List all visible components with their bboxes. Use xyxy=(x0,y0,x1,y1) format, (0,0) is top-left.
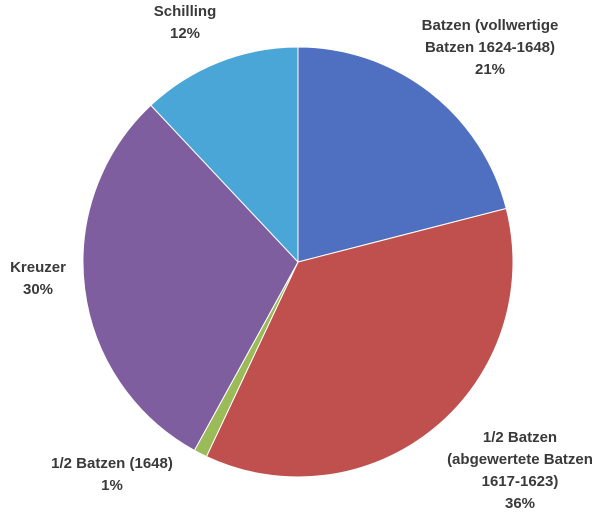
slice-label: 1/2 Batzen (1648) xyxy=(51,455,173,472)
percent-label: 12% xyxy=(170,25,200,42)
label-line: Batzen 1624-1648) xyxy=(425,39,555,56)
slice-label: 1/2 Batzen (abgewertete Batzen 1617-1623) xyxy=(447,429,593,490)
pie-slice xyxy=(205,207,514,478)
pie-slice xyxy=(82,104,299,452)
percent-label: 21% xyxy=(475,61,505,78)
label-line: 1/2 Batzen (1648) xyxy=(51,455,173,472)
percent-label: 1% xyxy=(101,477,123,494)
slice-label: Batzen (vollwertige Batzen 1624-1648) xyxy=(422,17,559,56)
label-line: Schilling xyxy=(154,3,217,20)
label-line: 1617-1623) xyxy=(482,473,559,490)
label-line: 1/2 Batzen xyxy=(483,429,557,446)
percent-label: 30% xyxy=(23,281,53,298)
label-line: (abgewertete Batzen xyxy=(447,451,593,468)
pie-slice xyxy=(297,46,507,263)
label-line: Kreuzer xyxy=(10,259,66,276)
label-line: Batzen (vollwertige xyxy=(422,17,559,34)
percent-label: 36% xyxy=(505,495,535,512)
slice-label: Schilling xyxy=(154,3,217,20)
pie-slice xyxy=(150,46,299,264)
slice-label: Kreuzer xyxy=(10,259,66,276)
